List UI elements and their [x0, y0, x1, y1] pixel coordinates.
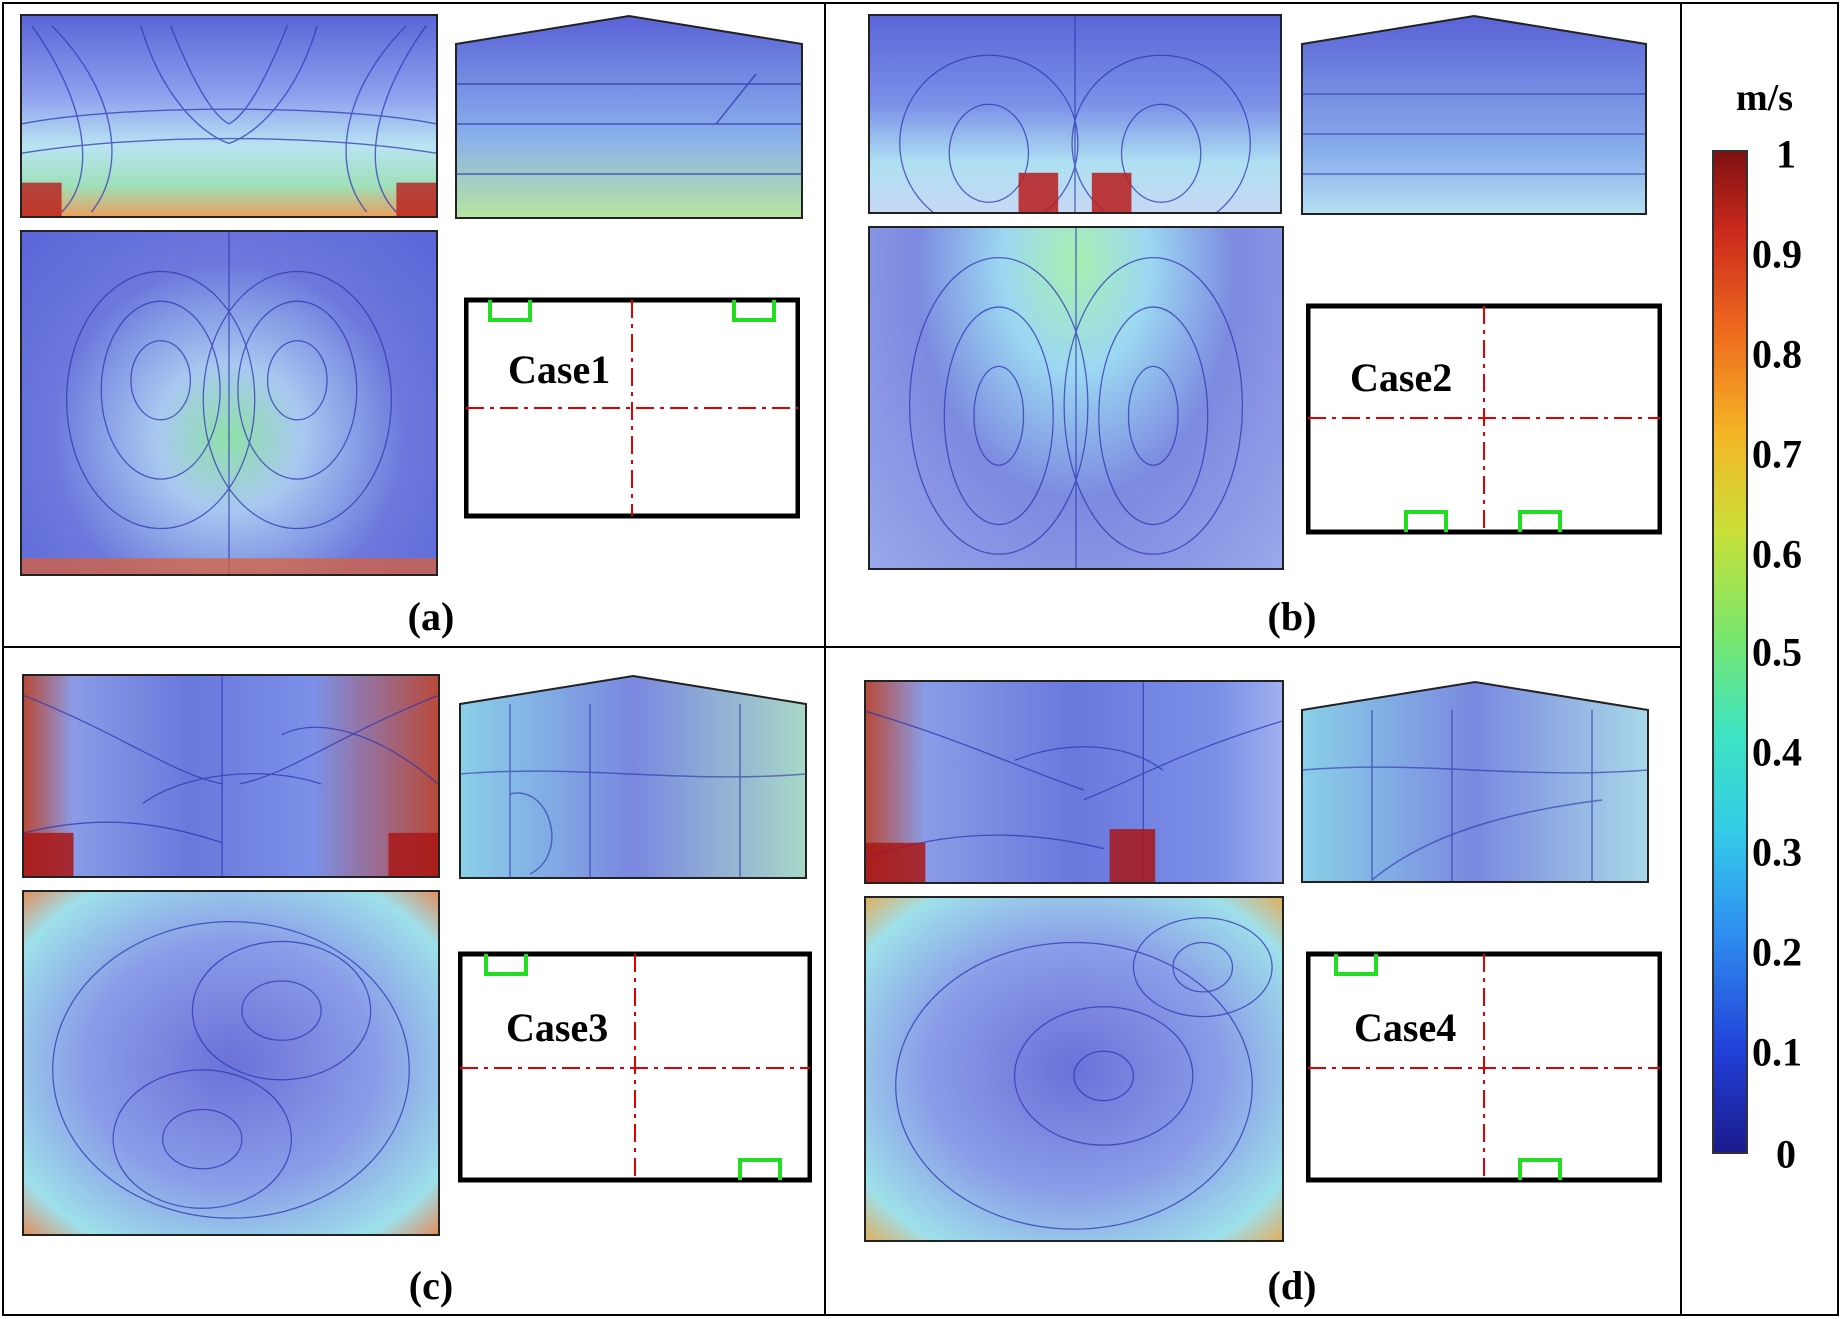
colorbar-tick: 1	[1776, 131, 1796, 177]
colorbar-tick: 0.7	[1752, 431, 1802, 477]
streamline-plan-view-a	[20, 230, 438, 576]
colorbar	[1712, 150, 1748, 1154]
colorbar-tick: 0.6	[1752, 531, 1802, 577]
schematic-case3	[458, 951, 812, 1183]
streamline-top-view-b	[868, 14, 1282, 214]
schematic-case1	[464, 297, 800, 519]
schematic-case2	[1306, 303, 1662, 535]
case-label-c: Case3	[506, 1005, 609, 1050]
colorbar-tick: 0.4	[1752, 729, 1802, 775]
streamline-side-view-d	[1301, 680, 1649, 883]
colorbar-tick: 0.8	[1752, 331, 1802, 377]
streamline-top-view-d	[864, 680, 1284, 884]
colorbar-unit: m/s	[1736, 77, 1793, 119]
colorbar-tick: 0.5	[1752, 629, 1802, 675]
streamline-plan-view-d	[864, 896, 1284, 1242]
streamline-side-view-a	[455, 14, 803, 219]
schematic-case4	[1306, 951, 1662, 1183]
panel-label-a: (a)	[407, 594, 455, 639]
colorbar-tick: 0.1	[1752, 1029, 1802, 1075]
case-label-a: Case1	[508, 347, 611, 392]
panel-label-c: (c)	[408, 1263, 454, 1308]
panel-label-d: (d)	[1267, 1263, 1317, 1308]
case-label-d: Case4	[1354, 1005, 1457, 1050]
case-label-b: Case2	[1350, 355, 1453, 400]
streamline-plan-view-b	[868, 226, 1284, 570]
colorbar-tick: 0	[1776, 1131, 1796, 1177]
colorbar-tick: 0.9	[1752, 231, 1802, 277]
streamline-top-view-c	[22, 674, 440, 878]
colorbar-tick: 0.3	[1752, 829, 1802, 875]
streamline-plan-view-c	[22, 890, 440, 1236]
colorbar-frame	[1680, 2, 1839, 1316]
colorbar-tick: 0.2	[1752, 929, 1802, 975]
panel-label-b: (b)	[1267, 594, 1317, 639]
streamline-side-view-b	[1301, 14, 1647, 215]
streamline-side-view-c	[459, 674, 807, 879]
streamline-top-view-a	[20, 14, 438, 218]
